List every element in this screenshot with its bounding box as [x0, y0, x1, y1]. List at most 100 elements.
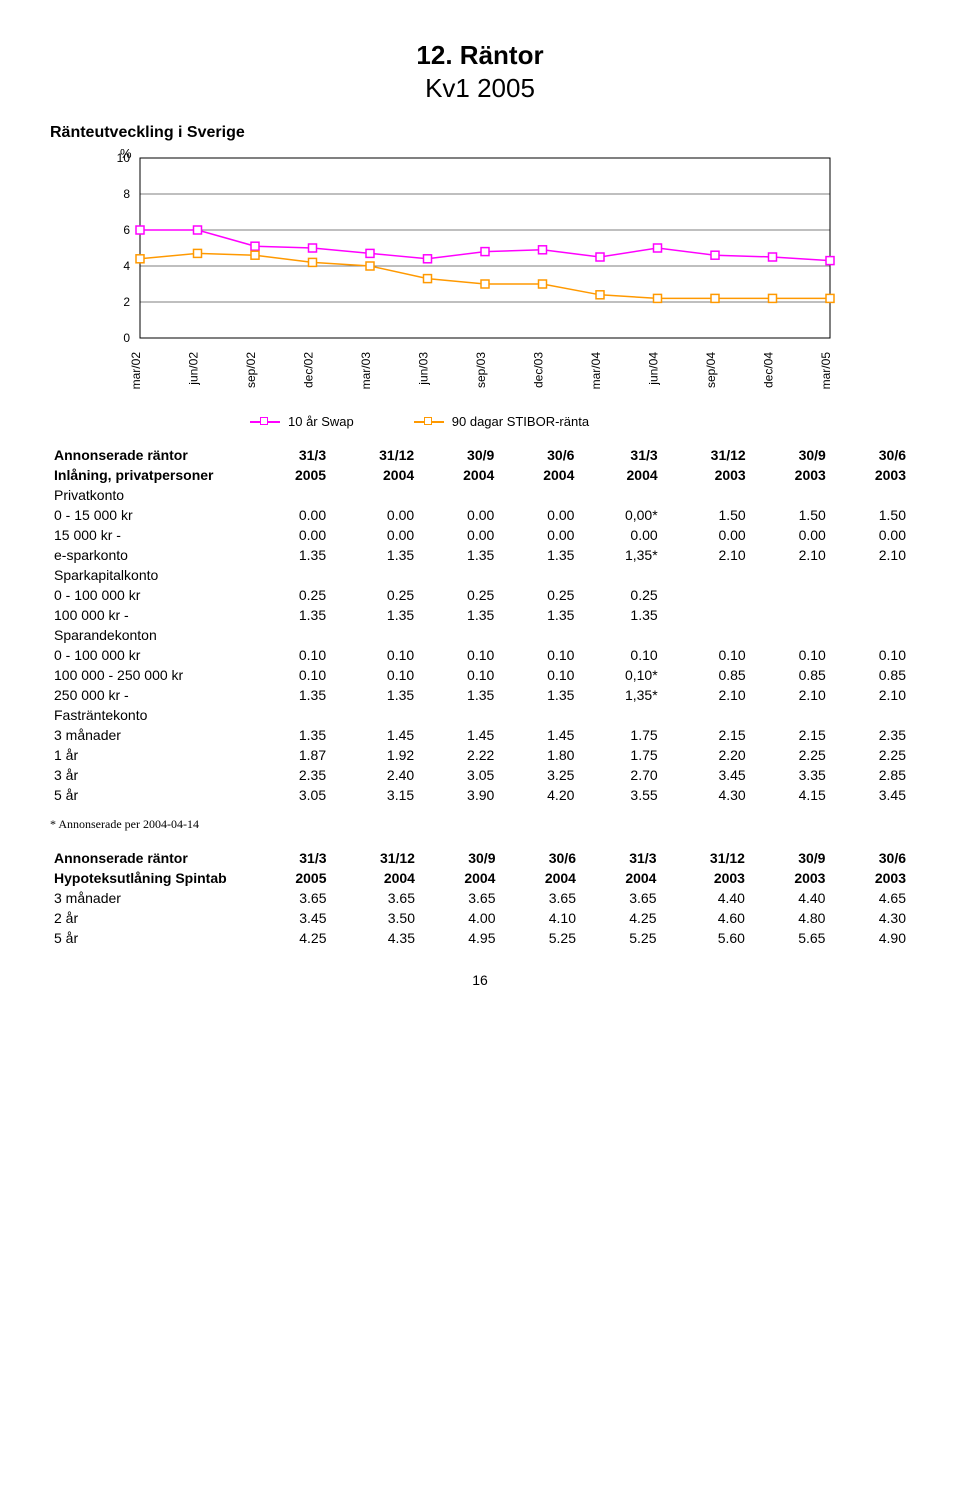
- svg-text:mar/04: mar/04: [589, 352, 603, 390]
- cell: 4.40: [660, 888, 748, 908]
- cell: 4.80: [749, 908, 830, 928]
- cell: 0 - 100 000 kr: [50, 585, 250, 605]
- footnote: * Annonserade per 2004-04-14: [50, 817, 910, 832]
- cell: [830, 585, 910, 605]
- cell: 2.40: [330, 765, 418, 785]
- cell: 1.35: [498, 685, 578, 705]
- svg-text:dec/02: dec/02: [302, 352, 316, 388]
- cell: 0.10: [250, 645, 330, 665]
- deposit-rates-table: Annonserade räntor31/331/1230/930/631/33…: [50, 445, 910, 805]
- cell: 1.35: [330, 605, 418, 625]
- cell: 3.65: [331, 888, 419, 908]
- cell: 0.10: [830, 645, 910, 665]
- cell: 5.25: [499, 928, 580, 948]
- mortgage-rates-table: Annonserade räntor31/331/1230/930/631/33…: [50, 848, 910, 948]
- cell: 1.35: [250, 605, 330, 625]
- column-header: 31/3: [578, 445, 661, 465]
- column-header: 31/3: [250, 848, 331, 868]
- cell: 3 år: [50, 765, 250, 785]
- cell: 0.25: [498, 585, 578, 605]
- cell: 0.00: [330, 525, 418, 545]
- cell: 5.65: [749, 928, 830, 948]
- cell: 2.10: [830, 545, 910, 565]
- column-header: 31/12: [662, 445, 750, 465]
- column-header: 30/9: [419, 848, 500, 868]
- cell: 0.85: [750, 665, 830, 685]
- svg-text:mar/05: mar/05: [819, 352, 833, 390]
- column-subheader: 2003: [830, 465, 910, 485]
- cell: 0.10: [330, 665, 418, 685]
- cell: 3.45: [250, 908, 331, 928]
- cell: 0.00: [662, 525, 750, 545]
- cell: 0.10: [578, 645, 661, 665]
- column-subheader: 2004: [580, 868, 661, 888]
- cell: 4.65: [829, 888, 910, 908]
- cell: 3 månader: [50, 888, 250, 908]
- cell: 3.15: [330, 785, 418, 805]
- cell: 1.75: [578, 725, 661, 745]
- cell: 0.00: [250, 525, 330, 545]
- cell: 1 år: [50, 745, 250, 765]
- cell: 1.35: [578, 605, 661, 625]
- cell: 4.40: [749, 888, 830, 908]
- cell: 3.90: [418, 785, 498, 805]
- column-header: Annonserade räntor: [50, 445, 250, 465]
- cell: 1.80: [498, 745, 578, 765]
- cell: 2.35: [250, 765, 330, 785]
- cell: 0,10*: [578, 665, 661, 685]
- svg-text:sep/03: sep/03: [474, 352, 488, 388]
- column-header: 30/6: [829, 848, 910, 868]
- cell: 0.25: [330, 585, 418, 605]
- cell: 1.87: [250, 745, 330, 765]
- column-subheader: Hypoteksutlåning Spintab: [50, 868, 250, 888]
- cell: 4.00: [419, 908, 500, 928]
- cell: 1.35: [498, 605, 578, 625]
- cell: 4.15: [750, 785, 830, 805]
- cell: 4.35: [331, 928, 419, 948]
- cell: 3.05: [250, 785, 330, 805]
- cell: 0,00*: [578, 505, 661, 525]
- cell: 1.35: [330, 545, 418, 565]
- cell: 3.05: [418, 765, 498, 785]
- column-header: 31/12: [660, 848, 748, 868]
- cell: 2.10: [750, 685, 830, 705]
- svg-text:6: 6: [123, 223, 130, 237]
- column-subheader: 2004: [419, 868, 500, 888]
- svg-text:8: 8: [123, 187, 130, 201]
- svg-text:mar/02: mar/02: [129, 352, 143, 390]
- cell: 4.60: [660, 908, 748, 928]
- column-subheader: 2004: [578, 465, 661, 485]
- cell: 1,35*: [578, 545, 661, 565]
- cell: 0 - 15 000 kr: [50, 505, 250, 525]
- chart-legend: 10 år Swap 90 dagar STIBOR-ränta: [250, 414, 910, 429]
- page-title: 12. Räntor: [50, 40, 910, 71]
- cell: 2.10: [662, 545, 750, 565]
- cell: 3.25: [498, 765, 578, 785]
- svg-text:mar/03: mar/03: [359, 352, 373, 390]
- cell: 3 månader: [50, 725, 250, 745]
- cell: 4.25: [580, 908, 661, 928]
- svg-text:jun/02: jun/02: [187, 352, 201, 386]
- legend-item: 90 dagar STIBOR-ränta: [414, 414, 589, 429]
- cell: 0.10: [750, 645, 830, 665]
- column-subheader: 2003: [660, 868, 748, 888]
- cell: 5.25: [580, 928, 661, 948]
- cell: 4.95: [419, 928, 500, 948]
- cell: 2.10: [750, 545, 830, 565]
- column-header: Annonserade räntor: [50, 848, 250, 868]
- cell: 0.00: [830, 525, 910, 545]
- cell: 2.20: [662, 745, 750, 765]
- cell: 3.65: [250, 888, 331, 908]
- cell: 3.45: [830, 785, 910, 805]
- cell: 0.00: [750, 525, 830, 545]
- page-subtitle: Kv1 2005: [50, 73, 910, 104]
- cell: 2.10: [830, 685, 910, 705]
- cell: 0.00: [578, 525, 661, 545]
- cell: [662, 585, 750, 605]
- y-axis-label: %: [120, 146, 132, 161]
- svg-text:4: 4: [123, 259, 130, 273]
- column-header: 31/12: [331, 848, 419, 868]
- cell: 250 000 kr -: [50, 685, 250, 705]
- svg-text:2: 2: [123, 295, 130, 309]
- cell: 0.00: [418, 525, 498, 545]
